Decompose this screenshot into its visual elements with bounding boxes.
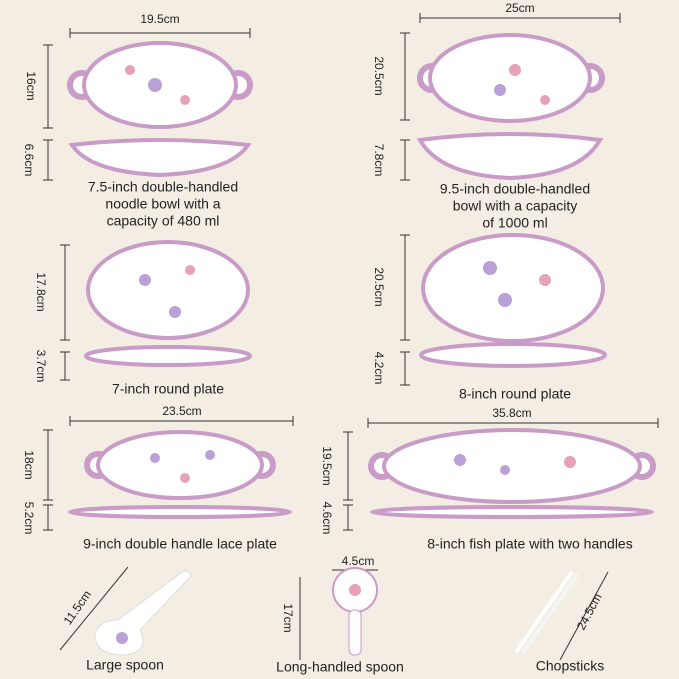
round-plate-7: 17.8cm 3.7cm 7-inch round plate	[34, 240, 252, 397]
length-label: 17cm	[281, 603, 295, 632]
caption: 9-inch double handle lace plate	[83, 536, 277, 552]
caption: 8-inch fish plate with two handles	[427, 536, 632, 552]
width-label: 25cm	[505, 1, 534, 15]
caption: 7.5-inch double-handled	[88, 179, 238, 195]
caption: 7-inch round plate	[112, 381, 224, 397]
depth-label: 5.2cm	[22, 502, 36, 535]
depth-label: 7.8cm	[372, 144, 386, 177]
height-label: 17.8cm	[34, 272, 48, 311]
round-plate-8: 20.5cm 4.2cm 8-inch round plate	[372, 233, 607, 402]
width-label: 19.5cm	[140, 12, 179, 26]
long-handled-spoon: 4.5cm 17cm Long-handled spoon	[276, 554, 404, 675]
depth-label: 4.2cm	[372, 352, 386, 385]
large-bowl: 25cm 20.5cm 7.8cm 9.5-inch double-handle…	[372, 1, 621, 231]
height-label: 16cm	[24, 71, 38, 100]
caption: 8-inch round plate	[459, 386, 571, 402]
caption: capacity of 480 ml	[107, 213, 220, 229]
depth-label: 3.7cm	[34, 350, 48, 383]
width-label: 4.5cm	[342, 554, 375, 568]
caption: Large spoon	[86, 657, 164, 673]
caption: Chopsticks	[536, 658, 604, 674]
height-label: 18cm	[22, 450, 36, 479]
lace-plate: 23.5cm 18cm 5.2cm 9-inch double handle l…	[22, 404, 294, 552]
caption: bowl with a capacity	[453, 198, 578, 214]
depth-label: 6.6cm	[22, 144, 36, 177]
width-label: 35.8cm	[492, 406, 531, 420]
caption: of 1000 ml	[482, 215, 547, 231]
noodle-bowl: 19.5cm 16cm 6.6cm 7.5-inch double-handle…	[22, 12, 253, 229]
caption: Long-handled spoon	[276, 659, 404, 675]
height-label: 19.5cm	[320, 446, 334, 485]
width-label: 23.5cm	[162, 404, 201, 418]
fish-plate: 35.8cm 19.5cm 4.6cm 8-inch fish plate wi…	[320, 406, 659, 552]
caption: noodle bowl with a	[105, 196, 220, 212]
height-label: 20.5cm	[372, 267, 386, 306]
height-label: 20.5cm	[372, 56, 386, 95]
depth-label: 4.6cm	[320, 502, 334, 535]
caption: 9.5-inch double-handled	[440, 181, 590, 197]
